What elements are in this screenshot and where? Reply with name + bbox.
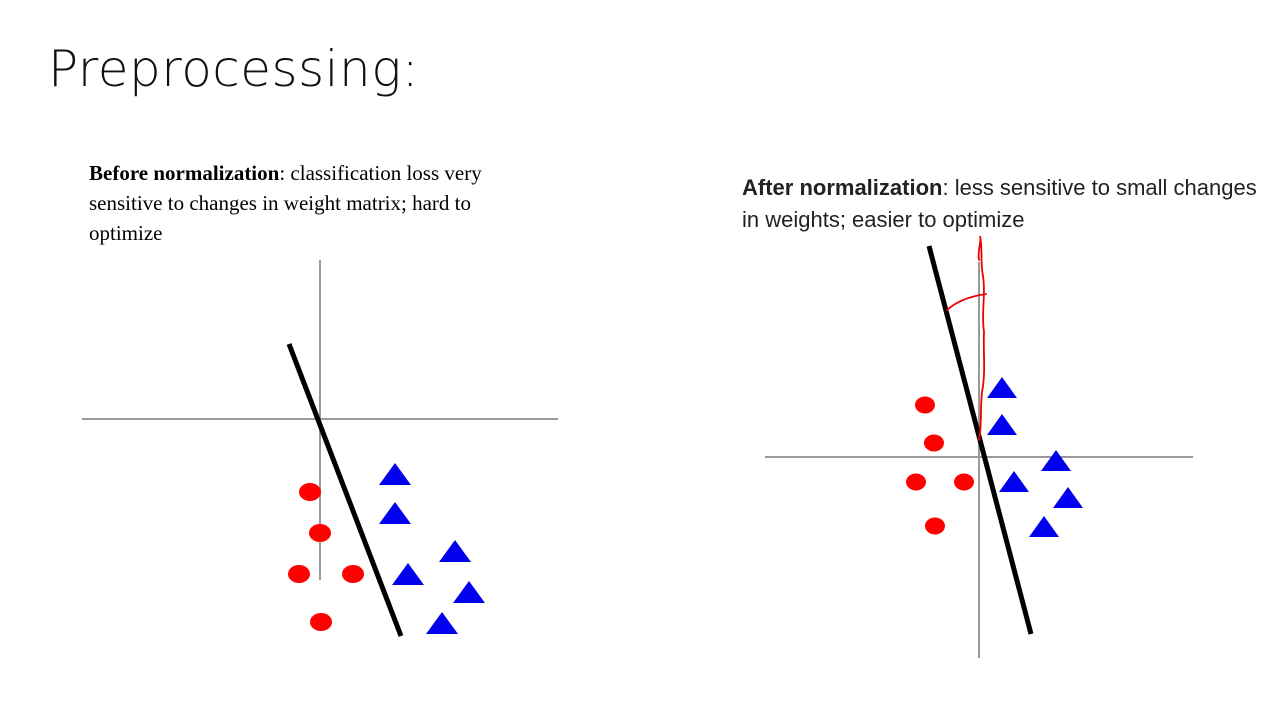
before-class-b-point [453,581,485,603]
after-caption-text: : less sensitive to small changes in wei… [742,175,1257,232]
after-class-a-point [906,473,926,491]
after-class-a-point [925,517,945,535]
after-class-b-point [1041,450,1071,471]
before-caption-heading: Before normalization [89,161,280,185]
before-class-a-point [342,565,364,583]
before-class-a-point [310,613,332,631]
before-class-b-point [379,502,411,524]
before-class-b-point [392,563,424,585]
slide-title: Preprocessing: [48,40,420,98]
after-decision-boundary [926,245,1034,635]
before-class-a-point [288,565,310,583]
after-class-a-point [924,434,944,452]
before-class-b-point [379,463,411,485]
after-class-b-point [1029,516,1059,537]
after-caption-heading: After normalization [742,175,943,200]
before-class-a-point [299,483,321,501]
before-class-b-point [426,612,458,634]
before-class-a-point [309,524,331,542]
after-class-a-point [915,396,935,414]
after-plot [765,235,1193,658]
angle-annotation [946,235,987,441]
before-normalization-caption: Before normalization: classification los… [89,158,529,248]
before-decision-boundary [286,343,404,637]
before-caption-text: : classification loss very sensitive to … [89,161,482,245]
after-class-b-point [987,414,1017,435]
before-class-b-point [439,540,471,562]
after-class-b-point [1053,487,1083,508]
after-class-b-point [987,377,1017,398]
before-plot [82,260,558,637]
after-class-b-point [999,471,1029,492]
after-normalization-caption: After normalization: less sensitive to s… [742,172,1262,236]
after-class-a-point [954,473,974,491]
